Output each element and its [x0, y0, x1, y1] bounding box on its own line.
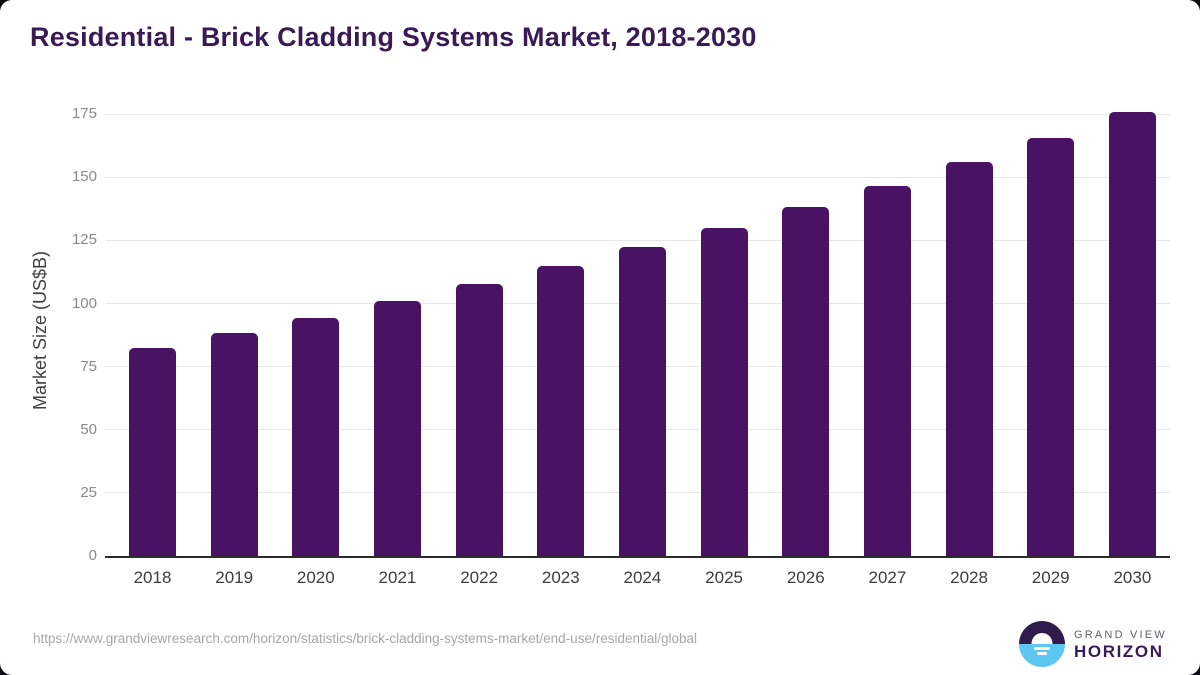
gridline	[105, 113, 1170, 115]
bars-row	[105, 104, 1170, 556]
bar-2026	[782, 207, 830, 556]
logo-horizon-line-1	[1034, 647, 1050, 650]
logo-text: GRAND VIEW HORIZON	[1074, 628, 1167, 661]
bar-2022	[455, 284, 503, 556]
x-tick-label: 2020	[296, 568, 335, 587]
y-tick-label: 0	[88, 547, 97, 564]
logo-horizon-line-2	[1037, 652, 1047, 655]
y-tick-label: 100	[71, 294, 97, 312]
bar-2024	[618, 247, 666, 556]
y-tick-label: 150	[71, 168, 97, 186]
y-axis-title: Market Size (US$B)	[30, 250, 51, 410]
x-tick-label: 2021	[378, 568, 417, 587]
bar-2021	[373, 301, 421, 556]
y-tick-label: 50	[80, 420, 97, 438]
y-tick-label: 75	[80, 357, 97, 375]
y-axis-ticks: 0 25 50 75 100 125 150 175	[55, 104, 97, 564]
x-tick-label: 2024	[623, 568, 662, 587]
y-tick-label: 25	[80, 483, 97, 501]
bar-2025	[700, 228, 748, 556]
logo-sun-dome	[1031, 633, 1053, 644]
x-tick-label: 2030	[1113, 568, 1152, 587]
x-axis-labels: 2018 2019 2020 2021 2022 2023 2024 2025 2026 2027…	[105, 568, 1170, 588]
logo-text-horizon: HORIZON	[1074, 641, 1164, 661]
x-tick-label: 2029	[1031, 568, 1070, 587]
bar-2029	[1027, 138, 1075, 556]
plot-area	[105, 104, 1170, 558]
y-tick-label: 125	[71, 231, 97, 249]
x-tick-label: 2025	[705, 568, 743, 587]
bar-2018	[129, 348, 176, 556]
bar-2019	[210, 333, 258, 556]
x-tick-label: 2028	[950, 568, 988, 587]
logo-text-grand-view: GRAND VIEW	[1074, 628, 1167, 641]
gridline	[105, 239, 1170, 241]
source-url: https://www.grandviewresearch.com/horizo…	[33, 631, 698, 646]
page-title: Residential - Brick Cladding Systems Mar…	[30, 22, 757, 52]
y-tick-label: 175	[71, 105, 97, 123]
x-tick-label: 2018	[133, 568, 172, 587]
brand-logo: GRAND VIEW HORIZON	[1019, 621, 1167, 667]
gridline	[105, 176, 1170, 178]
bar-2028	[945, 162, 993, 556]
bar-2027	[863, 186, 911, 556]
bar-2020	[292, 318, 340, 556]
x-tick-label: 2019	[215, 568, 254, 587]
bar-2023	[537, 266, 585, 556]
x-tick-label: 2026	[786, 568, 825, 587]
grandview-horizon-logo-icon	[1019, 621, 1065, 667]
bar-2030	[1108, 111, 1156, 556]
x-tick-label: 2023	[541, 568, 580, 587]
x-tick-label: 2022	[460, 568, 499, 587]
x-tick-label: 2027	[868, 568, 907, 587]
